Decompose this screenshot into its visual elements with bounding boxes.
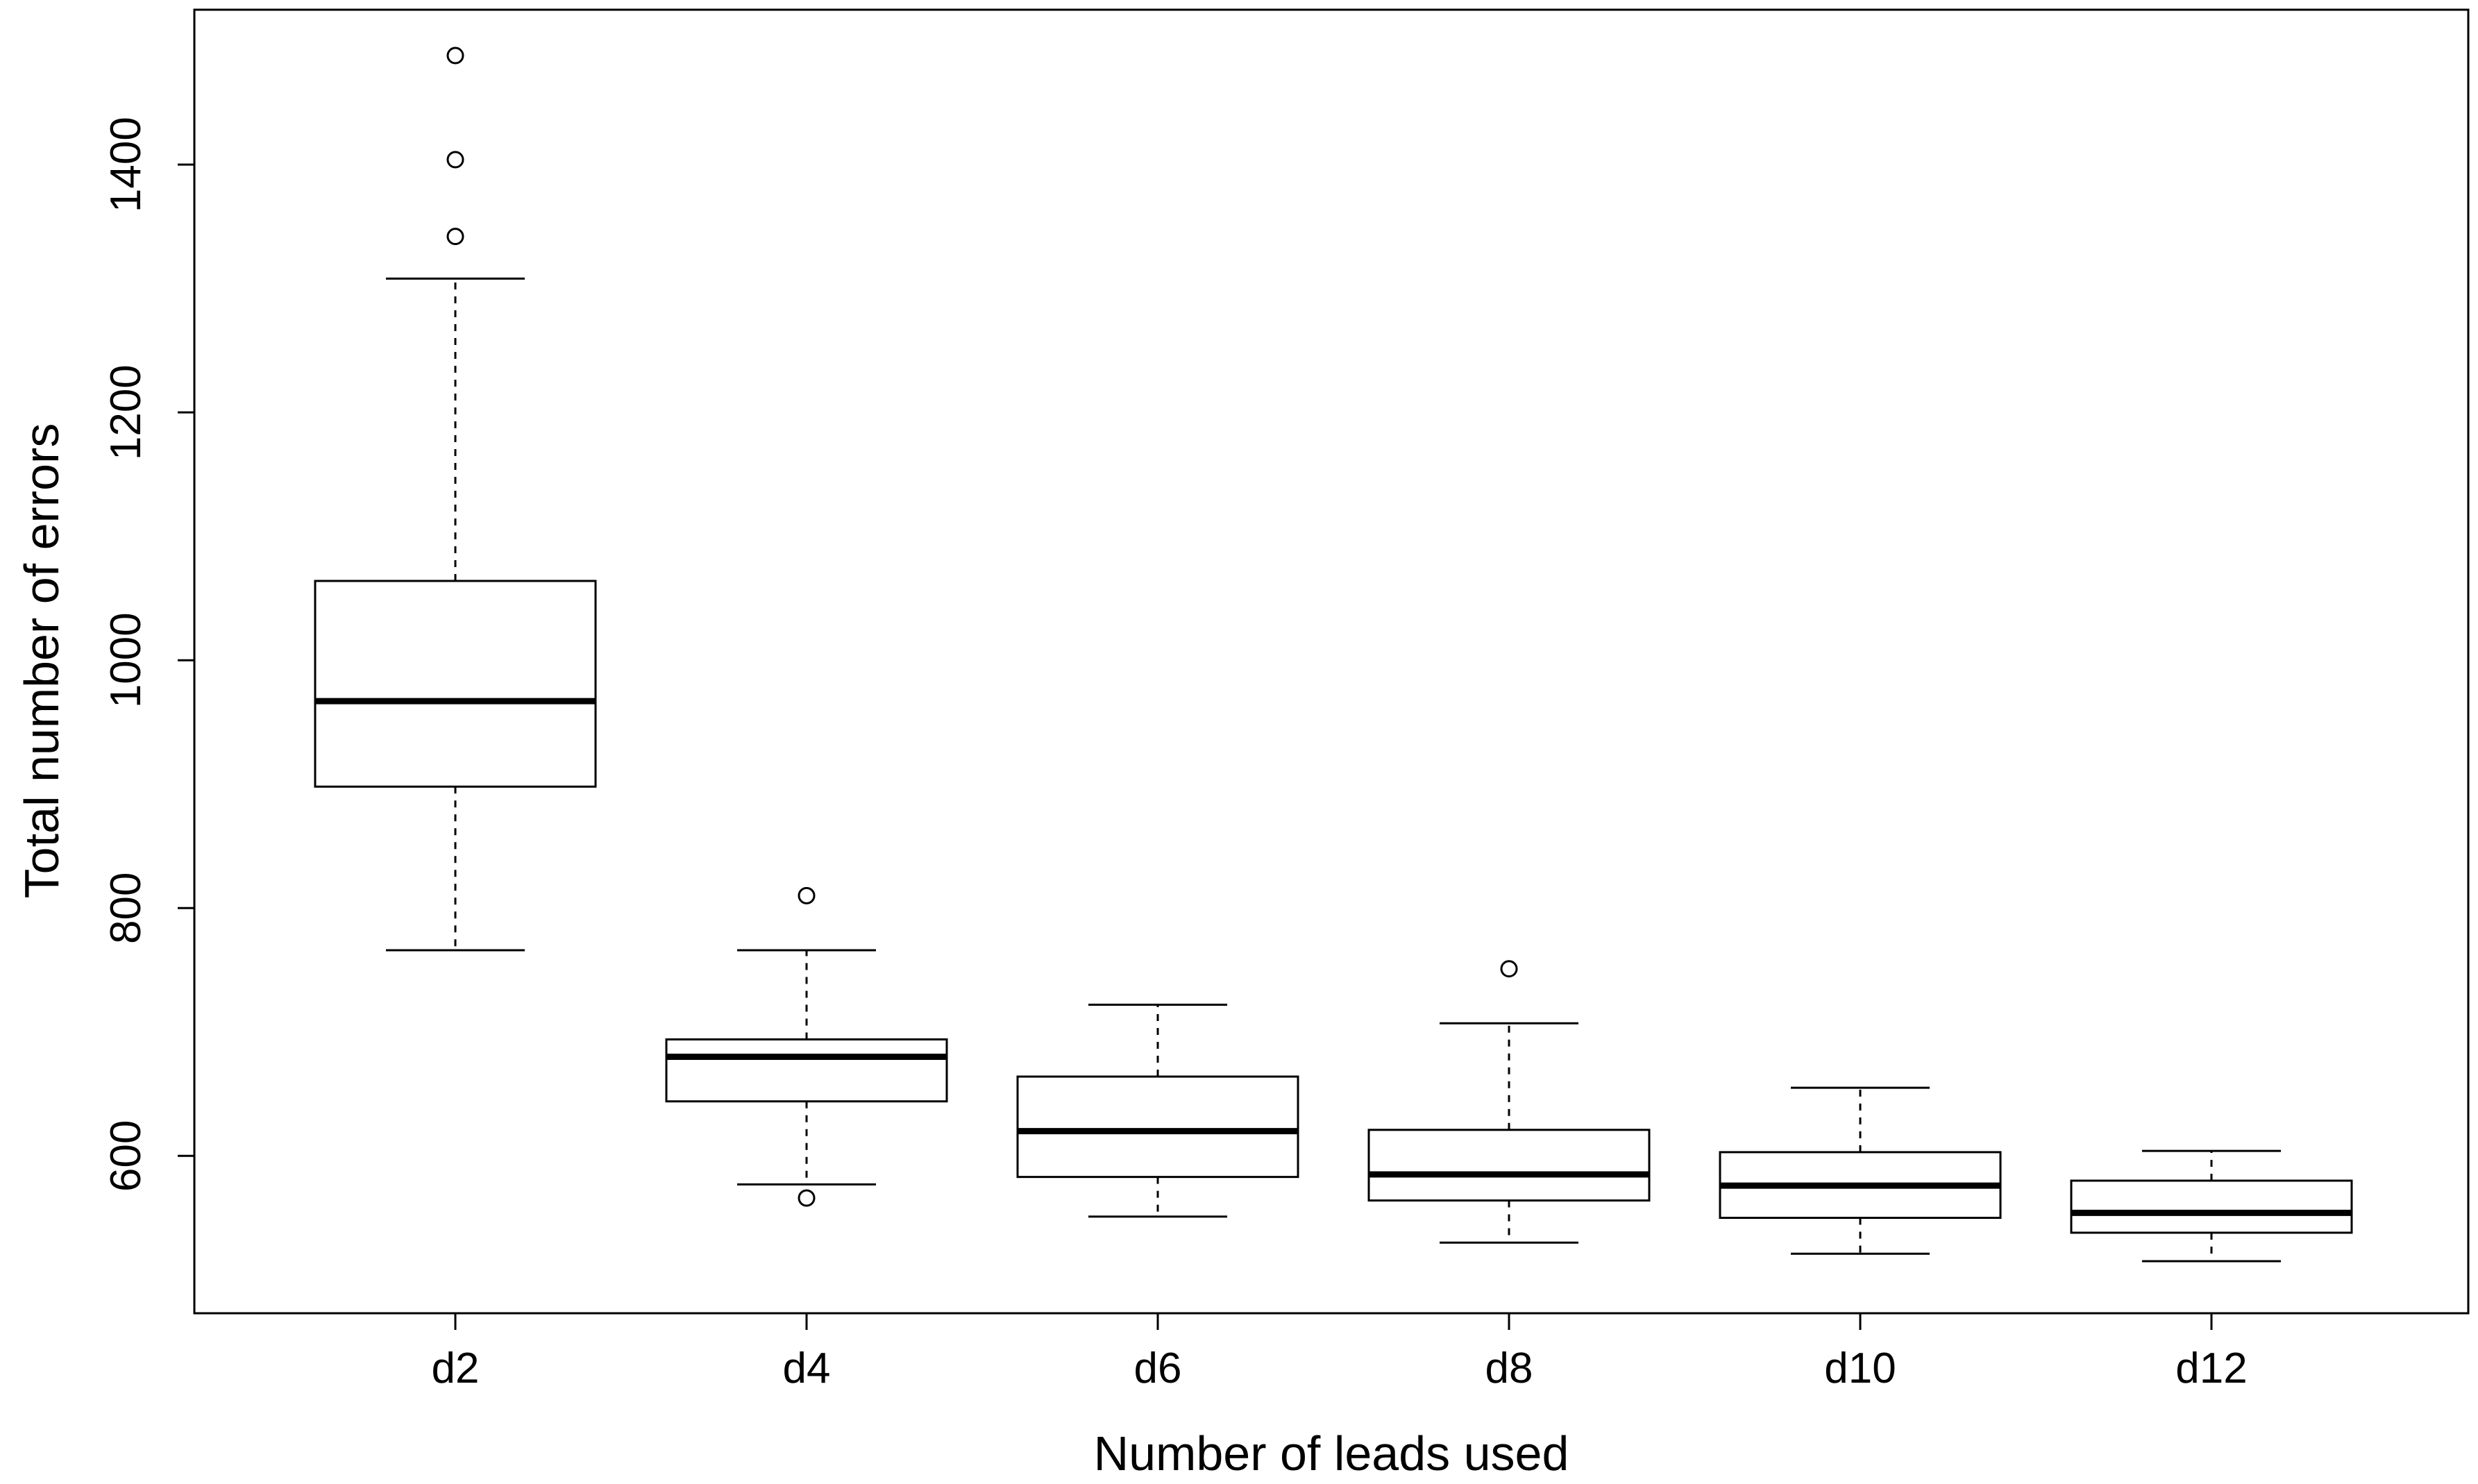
x-axis-title: Number of leads used [1094,1426,1569,1481]
y-tick-label: 800 [102,872,150,944]
iqr-box [665,1038,948,1103]
x-tick-label: d2 [432,1344,480,1392]
y-tick-label: 1000 [102,612,150,708]
x-tick-label: d6 [1134,1344,1182,1392]
x-tick-label: d12 [2175,1344,2247,1392]
outlier-point [1500,960,1518,978]
y-axis: 600 800 1000 1200 1400 [102,117,194,1192]
box-d6 [1016,1003,1299,1218]
iqr-box [2070,1179,2353,1234]
outlier-point [446,47,464,65]
outlier-point [798,1189,816,1207]
box-series [314,47,2353,1263]
box-d12 [2070,1149,2353,1263]
y-tick-label: 1400 [102,117,150,212]
x-axis: d2 d4 d6 d8 d10 d12 [432,1313,2248,1392]
box-d2 [314,47,597,952]
y-tick-label: 600 [102,1120,150,1192]
x-tick-label: d4 [783,1344,831,1392]
outlier-point [798,886,816,904]
iqr-box [314,580,597,788]
plot-frame [193,8,2470,1315]
y-axis-title: Total number of errors [15,423,69,899]
y-tick-label: 1200 [102,364,150,460]
x-tick-label: d8 [1485,1344,1533,1392]
iqr-box [1367,1129,1651,1202]
outlier-point [446,228,464,246]
x-tick-label: d10 [1824,1344,1896,1392]
box-d10 [1719,1086,2002,1255]
box-d8 [1367,960,1651,1244]
outlier-point [446,151,464,169]
iqr-box [1016,1075,1299,1179]
box-d4 [665,886,948,1207]
